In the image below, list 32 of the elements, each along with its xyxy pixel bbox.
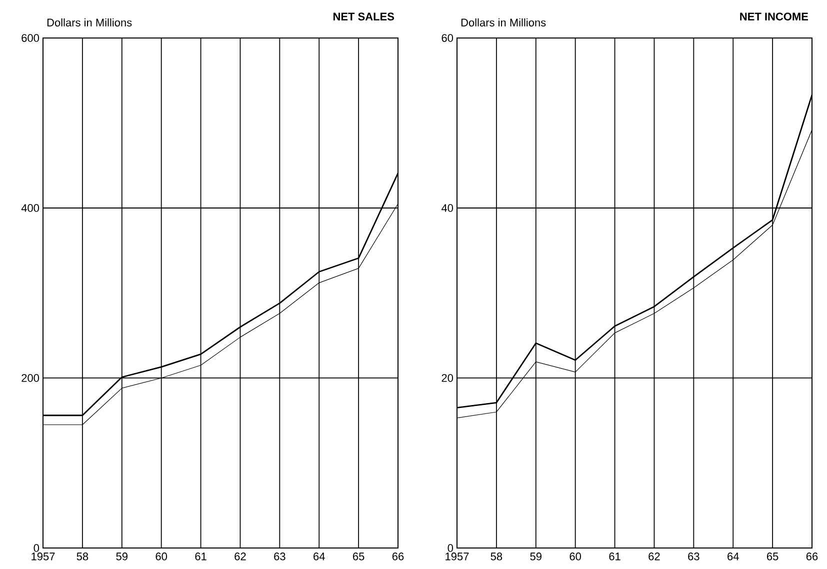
x-tick-label: 60 [156, 552, 168, 560]
x-tick-label: 65 [353, 552, 364, 560]
y-tick-label: 0 [34, 544, 40, 552]
y-tick-label: 40 [441, 204, 454, 212]
x-tick-label: 61 [609, 552, 620, 560]
y-tick-label: 60 [442, 34, 454, 42]
x-tick-label: 65 [767, 552, 778, 560]
x-tick-label: 63 [688, 552, 700, 560]
x-tick-label: 64 [314, 552, 325, 560]
x-tick-label: 58 [76, 552, 88, 560]
x-tick-label: 66 [806, 552, 818, 560]
y-axis-title: Dollars in Millions [461, 18, 546, 26]
chart-title: NET SALES [333, 12, 394, 20]
y-tick-label: 200 [22, 374, 40, 382]
x-tick-label: 62 [648, 552, 660, 560]
x-tick-label: 58 [490, 552, 502, 560]
x-tick-label: 60 [570, 552, 582, 560]
x-tick-label: 66 [392, 552, 404, 560]
x-tick-label: 59 [530, 552, 542, 560]
y-tick-label: 0 [448, 544, 454, 552]
x-tick-label: 59 [116, 552, 128, 560]
y-tick-label: 20 [442, 374, 454, 382]
y-tick-label: 400 [21, 204, 40, 212]
x-tick-label: 64 [728, 552, 739, 560]
x-tick-label: 63 [274, 552, 286, 560]
y-tick-label: 600 [22, 34, 40, 42]
chart-title: NET INCOME [740, 12, 808, 20]
x-tick-label: 1957 [446, 552, 469, 560]
x-tick-label: 62 [234, 552, 246, 560]
y-axis-title: Dollars in Millions [47, 18, 132, 26]
x-tick-label: 61 [195, 552, 206, 560]
x-tick-label: 1957 [32, 552, 55, 560]
